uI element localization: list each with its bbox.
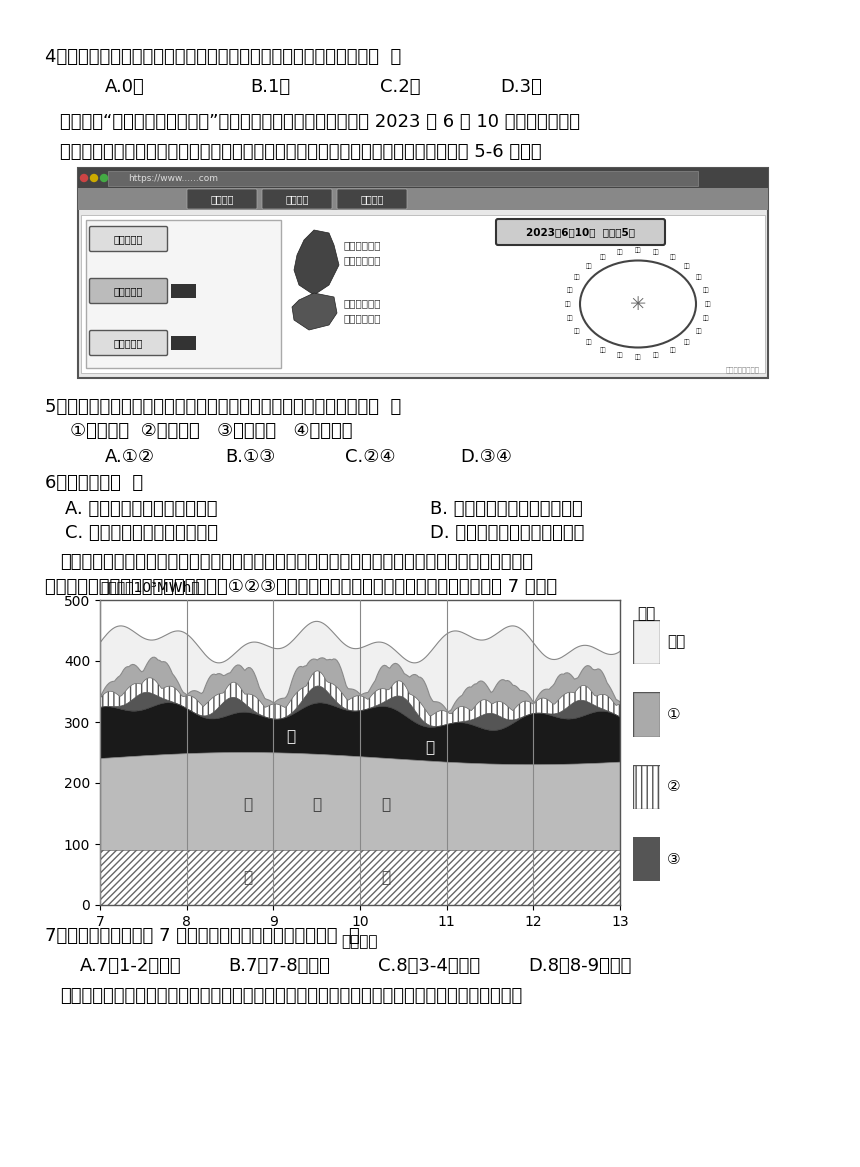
Text: 对日影和太阳高度变化的观测可以判断地理位置、地方时等要素。左图为甲地某日日出至日落期间: 对日影和太阳高度变化的观测可以判断地理位置、地方时等要素。左图为甲地某日日出至日… xyxy=(60,987,522,1005)
Text: C.8日3-4时左右: C.8日3-4时左右 xyxy=(378,957,480,974)
Text: 立夏: 立夏 xyxy=(704,301,711,307)
Text: D.③④: D.③④ xyxy=(460,448,512,466)
Text: 芒种南风猛，: 芒种南风猛， xyxy=(344,298,382,308)
Text: 天: 天 xyxy=(243,797,252,812)
Text: B.①③: B.①③ xyxy=(225,448,275,466)
Text: 芒种: 芒种 xyxy=(696,328,702,334)
Bar xyxy=(108,172,698,186)
Text: 雨水: 雨水 xyxy=(653,250,660,256)
Text: 煤: 煤 xyxy=(286,729,295,745)
FancyBboxPatch shape xyxy=(187,189,257,209)
Text: 7、当太阳能发电量在 7 日达到最大値时，北京时间约为（  ）: 7、当太阳能发电量在 7 日达到最大値时，北京时间约为（ ） xyxy=(45,927,359,945)
Text: 天气与气候: 天气与气候 xyxy=(114,235,143,244)
Bar xyxy=(78,168,768,378)
Text: ②: ② xyxy=(667,780,681,795)
Text: 清明: 清明 xyxy=(696,274,702,280)
Bar xyxy=(78,188,768,210)
Bar xyxy=(171,284,196,298)
Text: 小寒: 小寒 xyxy=(599,254,606,260)
Text: 立冬: 立冬 xyxy=(565,301,571,307)
Bar xyxy=(171,336,196,350)
Text: 秋分: 秋分 xyxy=(586,340,592,344)
Text: C. 昼长周年变化甲地小于乙地: C. 昼长周年变化甲地小于乙地 xyxy=(65,524,218,541)
Text: 立春: 立春 xyxy=(635,247,642,253)
Text: 数说节气: 数说节气 xyxy=(210,194,234,204)
Text: 某校开展“时空智能，固融至慧”跨学科主题学习系列活动。结合 2023 年 6 月 10 日文化和自然遗: 某校开展“时空智能，固融至慧”跨学科主题学习系列活动。结合 2023 年 6 月… xyxy=(60,113,580,131)
Text: 核: 核 xyxy=(243,871,252,885)
Text: 发电量（10³MWh）: 发电量（10³MWh） xyxy=(100,580,200,594)
Text: 大寒: 大寒 xyxy=(617,250,624,256)
Text: 炭: 炭 xyxy=(425,741,434,755)
FancyBboxPatch shape xyxy=(89,226,168,252)
Text: 2023年6月10日  芒种第5天: 2023年6月10日 芒种第5天 xyxy=(525,228,635,237)
Text: 节气创意: 节气创意 xyxy=(286,194,309,204)
Text: D.3个: D.3个 xyxy=(500,78,542,96)
Text: 小暑: 小暑 xyxy=(670,348,676,354)
Text: ①: ① xyxy=(667,707,681,722)
Text: B.7日7-8时左右: B.7日7-8时左右 xyxy=(228,957,330,974)
Text: 大雪: 大雪 xyxy=(574,274,580,280)
Circle shape xyxy=(101,175,108,182)
Text: 谷雨: 谷雨 xyxy=(703,287,709,293)
Text: C.②④: C.②④ xyxy=(345,448,396,466)
Text: 版权所有请勿转载: 版权所有请勿转载 xyxy=(726,366,760,373)
FancyBboxPatch shape xyxy=(496,219,665,245)
Text: D.8日8-9时左右: D.8日8-9时左右 xyxy=(528,957,631,974)
Text: 产日，同学们展示了有关二十四节气的作品。图是学生设计创作的网页截图。读图完成 5-6 小题。: 产日，同学们展示了有关二十四节气的作品。图是学生设计创作的网页截图。读图完成 5… xyxy=(60,144,542,161)
Bar xyxy=(81,215,765,373)
Text: 冬至: 冬至 xyxy=(586,264,592,268)
Text: 芒种遍午阳，: 芒种遍午阳， xyxy=(344,240,382,250)
Text: 一天内电力网络的供电量应与实际需求相匹配。下图为美国东部时间（西五区）一周每日不同时刻，: 一天内电力网络的供电量应与实际需求相匹配。下图为美国东部时间（西五区）一周每日不… xyxy=(60,553,533,571)
Text: 白露: 白露 xyxy=(599,348,606,354)
FancyBboxPatch shape xyxy=(89,279,168,303)
Text: 大雨落沙滩。: 大雨落沙滩。 xyxy=(344,313,382,323)
Text: 立秋: 立秋 xyxy=(635,355,642,361)
Text: B. 正午太阳高度甲地比乙地大: B. 正午太阳高度甲地比乙地大 xyxy=(430,499,583,518)
Text: A.①②: A.①② xyxy=(105,448,155,466)
Bar xyxy=(78,168,768,188)
Text: 大暑: 大暑 xyxy=(653,352,660,358)
Text: 夏至: 夏至 xyxy=(685,340,691,344)
FancyBboxPatch shape xyxy=(337,189,407,209)
Text: 小雪: 小雪 xyxy=(567,287,574,293)
Text: 6、据图推断（  ）: 6、据图推断（ ） xyxy=(45,474,143,492)
Text: 处处有黄田。: 处处有黄田。 xyxy=(344,256,382,265)
Text: https://www......com: https://www......com xyxy=(128,174,218,183)
Text: 能: 能 xyxy=(382,871,390,885)
Text: 小满: 小满 xyxy=(703,315,709,321)
Text: 文化与传播: 文化与传播 xyxy=(114,338,143,348)
Text: 处暑: 处暑 xyxy=(617,352,624,358)
Text: 5、二十四节气是古人观天察地、认识自然的智慧结晶，客观反映了（  ）: 5、二十四节气是古人观天察地、认识自然的智慧结晶，客观反映了（ ） xyxy=(45,398,402,415)
FancyBboxPatch shape xyxy=(89,330,168,356)
Polygon shape xyxy=(292,293,337,330)
Text: 然: 然 xyxy=(312,797,322,812)
Text: C.2个: C.2个 xyxy=(380,78,421,96)
Bar xyxy=(86,221,281,368)
FancyBboxPatch shape xyxy=(262,189,332,209)
Circle shape xyxy=(81,175,88,182)
Text: D. 可以通过遥感监测乙地涝灾: D. 可以通过遥感监测乙地涝灾 xyxy=(430,524,585,541)
Text: 民俗与生活: 民俗与生活 xyxy=(114,286,143,296)
Text: ①太阳活动  ②四季变化   ③降水总量   ④物候现象: ①太阳活动 ②四季变化 ③降水总量 ④物候现象 xyxy=(70,422,353,440)
Text: 4、从纬度地带性角度考虑，三个发射场所在地位于中纬度的个数为（  ）: 4、从纬度地带性角度考虑，三个发射场所在地位于中纬度的个数为（ ） xyxy=(45,48,402,67)
X-axis label: （日期）: （日期） xyxy=(341,935,378,949)
Text: A. 甲地种冬小麦正値梅雨时节: A. 甲地种冬小麦正値梅雨时节 xyxy=(65,499,218,518)
Text: ✳: ✳ xyxy=(630,294,646,314)
Text: B.1个: B.1个 xyxy=(250,78,290,96)
Text: 其它: 其它 xyxy=(667,635,685,650)
Text: 春分: 春分 xyxy=(685,264,691,268)
Text: A.7日1-2时左右: A.7日1-2时左右 xyxy=(80,957,181,974)
Text: A.0个: A.0个 xyxy=(105,78,144,96)
Circle shape xyxy=(90,175,97,182)
Text: 惊蛰: 惊蛰 xyxy=(670,254,676,260)
Text: 寒露: 寒露 xyxy=(574,328,580,334)
Text: 平均发电量按来源划分的统计图，其中①②③表示三种不同类型的可再生能源发电量。完成第 7 小题。: 平均发电量按来源划分的统计图，其中①②③表示三种不同类型的可再生能源发电量。完成… xyxy=(45,578,557,596)
Text: ③: ③ xyxy=(667,852,681,867)
Text: 图例: 图例 xyxy=(637,606,655,621)
Text: 我与节气: 我与节气 xyxy=(360,194,384,204)
Text: 气: 气 xyxy=(382,797,390,812)
Text: 霜降: 霜降 xyxy=(567,315,574,321)
Polygon shape xyxy=(294,230,339,295)
